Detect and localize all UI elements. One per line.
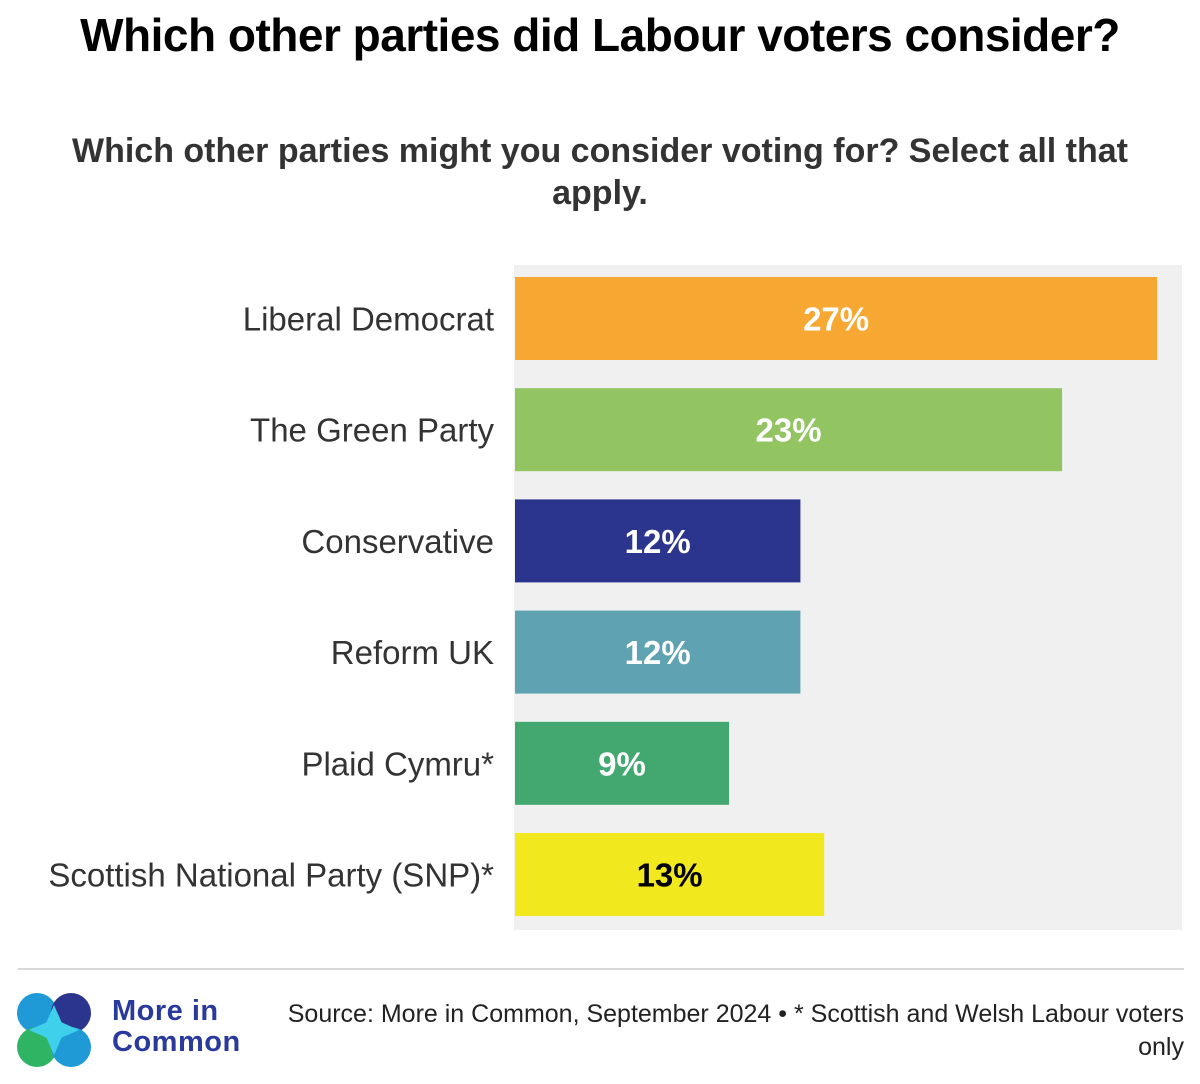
brand-line-1: More in: [112, 995, 219, 1027]
bar: [515, 610, 801, 694]
brand-line-2: Common: [112, 1026, 241, 1058]
more-in-common-logo-icon: [17, 993, 91, 1067]
bar-chart: 27% Liberal Democrat 23% The Green Party 12%…: [48, 265, 1182, 930]
brand-name: More in Common: [112, 996, 241, 1058]
plot-background: [514, 265, 1182, 930]
footer-divider: [18, 968, 1184, 970]
bar-value-label: 9%: [598, 745, 646, 782]
chart-subtitle: Which other parties might you consider v…: [71, 132, 1128, 212]
category-label: Scottish National Party (SNP)*: [48, 857, 494, 894]
bar: [515, 721, 730, 805]
source-note: Source: More in Common, September 2024 •…: [287, 1000, 1184, 1061]
bar-value-label: 12%: [625, 634, 691, 671]
bar: [515, 277, 1158, 360]
category-label: The Green Party: [250, 412, 494, 449]
bar-value-label: 27%: [803, 301, 869, 338]
bar-value-label: 23%: [756, 412, 822, 449]
chart-title: Which other parties did Labour voters co…: [80, 9, 1120, 61]
bar: [515, 499, 801, 583]
category-label: Reform UK: [331, 634, 494, 671]
category-label: Conservative: [301, 523, 494, 560]
category-label: Liberal Democrat: [243, 301, 494, 338]
bar-value-label: 12%: [625, 523, 691, 560]
bars-group: 27% Liberal Democrat 23% The Green Party 12%…: [48, 277, 1158, 916]
category-label: Plaid Cymru*: [301, 745, 494, 782]
bar: [515, 388, 1063, 472]
bar-value-label: 13%: [637, 857, 703, 894]
bar: [515, 833, 825, 916]
